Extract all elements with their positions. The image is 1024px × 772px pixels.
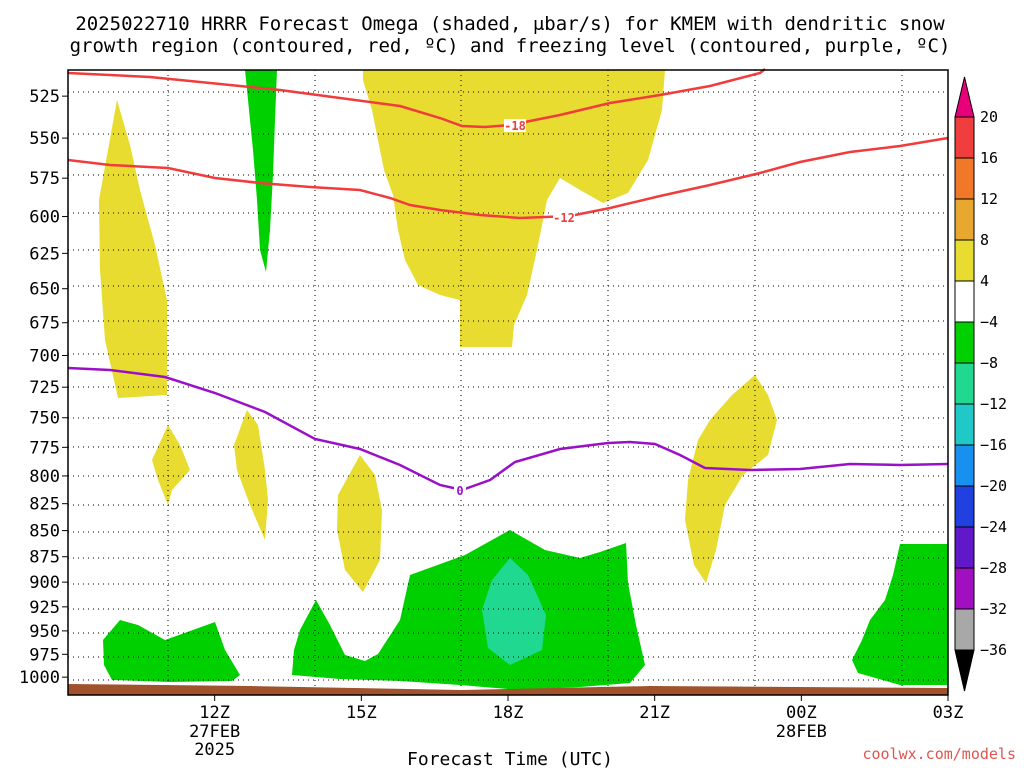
colorbar-segment (954, 321, 975, 364)
dgz-lower-contour (67, 136, 949, 220)
y-tick-label: 750 (29, 409, 60, 429)
x-tick-label: 12Z (199, 703, 230, 723)
dgz-contours (67, 68, 949, 220)
y-tick-label: 700 (29, 347, 60, 367)
y-tick-label: 925 (29, 598, 60, 618)
freezing-label: 0 (456, 484, 463, 498)
x-tick-label: 18Z (493, 703, 524, 723)
colorbar-segment (954, 157, 975, 200)
x-tick-label: 03Z (933, 703, 964, 723)
omega-positive-region (363, 70, 665, 347)
x-tick-label: 00Z (786, 703, 817, 723)
omega-negative-region (292, 530, 645, 690)
y-tick-label: 725 (29, 378, 60, 398)
omega-negative-region (103, 620, 240, 682)
colorbar-label: 20 (980, 108, 998, 126)
colorbar-segment (954, 567, 975, 610)
omega-strong-negative-region (482, 558, 546, 665)
x-tick-date: 28FEB (776, 722, 827, 742)
y-tick-label: 850 (29, 522, 60, 542)
grid (68, 70, 948, 695)
freezing-level-contour (67, 366, 949, 492)
omega-negative-region (245, 70, 277, 272)
chart-title-line1: 2025022710 HRRR Forecast Omega (shaded, … (75, 13, 945, 35)
y-tick-label: 900 (29, 573, 60, 593)
credit-text: coolwx.com/models (862, 745, 1016, 763)
omega-negative-region (852, 544, 948, 685)
colorbar-segment (954, 362, 975, 405)
dgz-lower-label-bg (553, 212, 575, 225)
y-tick-label: 825 (29, 495, 60, 515)
x-tick-year: 2025 (194, 740, 235, 760)
colorbar-segment (954, 485, 975, 528)
colorbar-segment (954, 116, 975, 159)
y-tick-label: 650 (29, 280, 60, 300)
colorbar-label: −28 (980, 559, 1007, 577)
colorbar-segment (954, 239, 975, 282)
colorbar-label: −16 (980, 436, 1007, 454)
y-tick-label: 975 (29, 645, 60, 665)
y-axis-ticks: 525 550 575 600 625 650 675 700 725 750 775 800 825 8… (19, 87, 68, 688)
x-tick-label: 15Z (346, 703, 377, 723)
y-tick-label: 525 (29, 87, 60, 107)
colorbar-label: 12 (980, 190, 998, 208)
y-tick-label: 875 (29, 548, 60, 568)
freezing-label-bg (454, 484, 466, 497)
y-tick-label: 800 (29, 467, 60, 487)
colorbar-label: −4 (980, 313, 998, 331)
omega-positive-region (234, 410, 268, 540)
colorbar-segment (954, 608, 975, 651)
colorbar-label: −32 (980, 600, 1007, 618)
y-tick-label: 550 (29, 129, 60, 149)
colorbar-label: 4 (980, 272, 989, 290)
colorbar-segment (954, 444, 975, 487)
colorbar-segment (954, 403, 975, 446)
y-tick-label: 675 (29, 314, 60, 334)
ground-surface (68, 684, 948, 695)
omega-positive-region (152, 425, 190, 505)
colorbar-label: −20 (980, 477, 1007, 495)
x-axis-label: Forecast Time (UTC) (407, 749, 613, 768)
colorbar-label: −12 (980, 395, 1007, 413)
colorbar-segment (954, 526, 975, 569)
x-tick-date: 27FEB (189, 722, 240, 742)
y-tick-label: 950 (29, 622, 60, 642)
y-tick-label: 575 (29, 169, 60, 189)
colorbar-segment (954, 198, 975, 241)
y-tick-label: 1000 (19, 668, 60, 688)
dgz-lower-label: -12 (553, 211, 575, 225)
dgz-upper-contour (67, 68, 766, 129)
colorbar-bottom-arrow (954, 649, 975, 692)
x-tick-label: 21Z (639, 703, 670, 723)
y-tick-label: 625 (29, 244, 60, 264)
omega-shading (99, 70, 948, 690)
y-tick-label: 600 (29, 208, 60, 228)
colorbar-segment (954, 280, 975, 323)
dgz-upper-label-bg (504, 119, 526, 132)
colorbar: 20 16 12 8 4 −4 −8 −12 −16 −20 −24 −28 −32 −36 (954, 76, 1007, 692)
dgz-upper-label: -18 (504, 119, 526, 133)
colorbar-label: 8 (980, 231, 989, 249)
plot-area: -18 -12 0 (67, 68, 949, 696)
colorbar-label: 16 (980, 149, 998, 167)
contour-labels: -18 -12 0 (454, 119, 575, 498)
omega-positive-region (685, 375, 777, 583)
omega-positive-region (99, 100, 167, 398)
y-tick-label: 775 (29, 438, 60, 458)
chart-title-line2: growth region (contoured, red, ºC) and f… (70, 35, 951, 57)
colorbar-label: −36 (980, 641, 1007, 659)
colorbar-top-arrow (954, 76, 975, 118)
colorbar-label: −24 (980, 518, 1007, 536)
colorbar-label: −8 (980, 354, 998, 372)
